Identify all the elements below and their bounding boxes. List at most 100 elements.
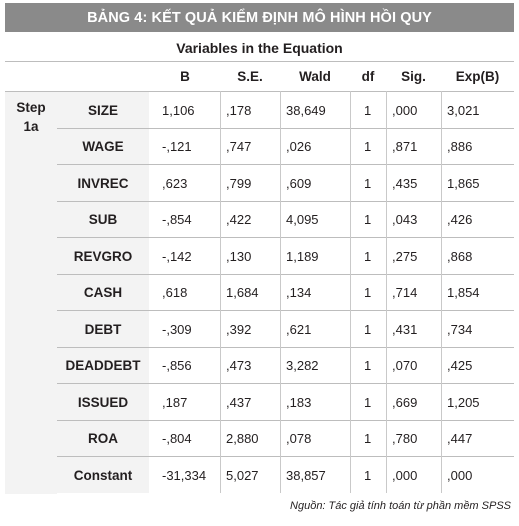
cell-b: -,121 — [162, 139, 192, 154]
cell-expb: 3,021 — [447, 102, 480, 118]
column-divider — [441, 91, 442, 493]
column-header-b: B — [180, 69, 190, 84]
cell-b: -,856 — [162, 358, 192, 373]
cell-b: -31,334 — [162, 467, 207, 483]
cell-sig: ,275 — [392, 248, 418, 264]
table-row: CASH ,618 1,684 ,134 1 ,714 1,854 — [57, 273, 514, 311]
cell-se: ,747 — [226, 139, 252, 154]
cell-expb: ,000 — [447, 467, 473, 483]
cell-sig: ,000 — [392, 467, 418, 483]
table-row: REVGRO -,142 ,130 1,189 1 ,275 ,868 — [57, 237, 514, 274]
cell-se: ,422 — [226, 212, 252, 227]
cell-expb: ,886 — [447, 139, 473, 154]
cell-sig: ,043 — [392, 212, 418, 227]
column-header-se: S.E. — [237, 69, 263, 84]
table-row: INVREC ,623 ,799 ,609 1 ,435 1,865 — [57, 164, 514, 201]
cell-wald: ,078 — [286, 431, 312, 446]
cell-df: 1 — [364, 431, 372, 446]
cell-sig: ,714 — [392, 285, 418, 300]
cell-se: 2,880 — [226, 431, 259, 446]
column-header-sig: Sig. — [401, 69, 426, 84]
column-divider — [280, 91, 281, 493]
table-row: ROA -,804 2,880 ,078 1 ,780 ,447 — [57, 419, 514, 457]
cell-df: 1 — [364, 358, 372, 373]
cell-sig: ,000 — [392, 102, 418, 118]
column-divider — [386, 91, 387, 493]
table-subtitle: Variables in the Equation — [5, 34, 514, 62]
cell-wald: ,621 — [286, 321, 312, 337]
cell-b: -,854 — [162, 212, 192, 227]
step-label: Step 1a — [5, 98, 57, 136]
row-variable-name: ISSUED — [57, 384, 149, 420]
row-variable-name: WAGE — [57, 128, 149, 165]
step-label-line2: 1a — [23, 119, 39, 134]
cell-expb: ,868 — [447, 248, 473, 264]
row-variable-name: INVREC — [57, 165, 149, 201]
table-row: Constant -31,334 5,027 38,857 1 ,000 ,000 — [57, 456, 514, 493]
column-header-wald: Wald — [299, 69, 331, 84]
cell-sig: ,780 — [392, 431, 418, 446]
row-variable-name: SIZE — [57, 92, 149, 128]
cell-expb: ,425 — [447, 358, 473, 373]
cell-b: -,804 — [162, 431, 192, 446]
cell-df: 1 — [364, 467, 372, 483]
step-column: Step 1a — [5, 91, 57, 494]
source-note: Nguồn: Tác giả tính toán từ phần mềm SPS… — [290, 500, 511, 512]
row-variable-name: DEADDEBT — [57, 347, 149, 384]
cell-sig: ,435 — [392, 175, 418, 191]
cell-se: ,799 — [226, 175, 252, 191]
column-header-row: B S.E. Wald df Sig. Exp(B) — [5, 62, 514, 115]
cell-df: 1 — [364, 394, 372, 410]
cell-b: ,187 — [162, 394, 188, 410]
row-variable-name: REVGRO — [57, 238, 149, 274]
cell-sig: ,070 — [392, 358, 418, 373]
row-variable-name: SUB — [57, 201, 149, 238]
cell-df: 1 — [364, 102, 372, 118]
cell-expb: ,447 — [447, 431, 473, 446]
cell-wald: 38,649 — [286, 102, 326, 118]
row-variable-name: ROA — [57, 420, 149, 457]
cell-sig: ,669 — [392, 394, 418, 410]
column-divider — [220, 91, 221, 493]
row-variable-name: DEBT — [57, 311, 149, 347]
cell-wald: ,026 — [286, 139, 312, 154]
column-divider — [350, 91, 351, 493]
cell-expb: ,734 — [447, 321, 473, 337]
results-table: Variables in the Equation B S.E. Wald df… — [5, 34, 514, 494]
cell-df: 1 — [364, 285, 372, 300]
cell-wald: ,134 — [286, 285, 312, 300]
cell-wald: ,183 — [286, 394, 312, 410]
cell-expb: ,426 — [447, 212, 473, 227]
table-row: DEBT -,309 ,392 ,621 1 ,431 ,734 — [57, 310, 514, 347]
cell-df: 1 — [364, 175, 372, 191]
cell-sig: ,431 — [392, 321, 418, 337]
cell-wald: 4,095 — [286, 212, 319, 227]
cell-se: ,437 — [226, 394, 252, 410]
table-row: SUB -,854 ,422 4,095 1 ,043 ,426 — [57, 200, 514, 238]
cell-wald: 38,857 — [286, 467, 326, 483]
table-row: SIZE 1,106 ,178 38,649 1 ,000 3,021 — [57, 91, 514, 128]
cell-b: ,623 — [162, 175, 188, 191]
row-variable-name: CASH — [57, 274, 149, 311]
cell-b: ,618 — [162, 285, 188, 300]
table-row: DEADDEBT -,856 ,473 3,282 1 ,070 ,425 — [57, 346, 514, 384]
cell-df: 1 — [364, 248, 372, 264]
cell-df: 1 — [364, 212, 372, 227]
table-title: BẢNG 4: KẾT QUẢ KIỂM ĐỊNH MÔ HÌNH HỒI QU… — [5, 3, 514, 32]
cell-wald: 1,189 — [286, 248, 319, 264]
cell-expb: 1,854 — [447, 285, 480, 300]
cell-se: 5,027 — [226, 467, 259, 483]
table-row: WAGE -,121 ,747 ,026 1 ,871 ,886 — [57, 127, 514, 165]
cell-expb: 1,865 — [447, 175, 480, 191]
cell-df: 1 — [364, 321, 372, 337]
step-label-line1: Step — [16, 100, 46, 115]
cell-b: -,142 — [162, 248, 192, 264]
cell-se: 1,684 — [226, 285, 259, 300]
cell-b: 1,106 — [162, 102, 195, 118]
column-header-expb: Exp(B) — [455, 69, 500, 84]
row-variable-name: Constant — [57, 457, 149, 493]
cell-df: 1 — [364, 139, 372, 154]
cell-wald: ,609 — [286, 175, 312, 191]
cell-sig: ,871 — [392, 139, 418, 154]
table-row: ISSUED ,187 ,437 ,183 1 ,669 1,205 — [57, 383, 514, 420]
